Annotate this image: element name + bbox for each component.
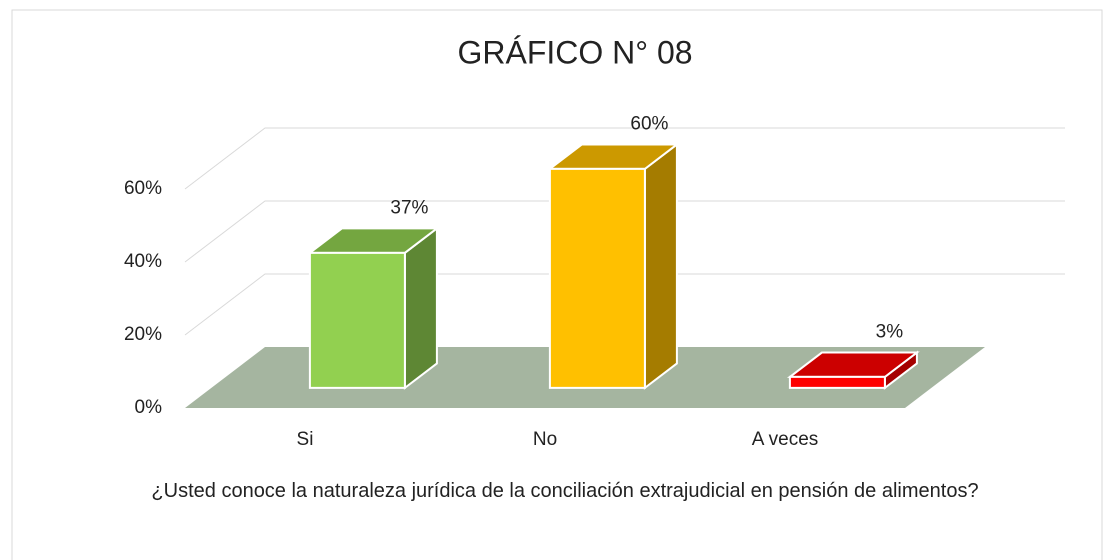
bar-front [308,251,406,389]
bar [786,350,920,390]
grid-line [184,273,1065,336]
chart-title: GRÁFICO N° 08 [457,34,692,70]
data-label: 3% [876,322,904,343]
x-tick-label: Si [297,429,314,450]
x-tick-label: A veces [752,429,819,450]
y-tick-label: 20% [124,324,162,345]
data-label: 60% [630,113,668,134]
bar-front [788,375,886,389]
bar-front [548,167,646,389]
y-tick-label: 40% [124,251,162,272]
chart-border [11,9,1103,560]
x-tick-label: No [533,429,557,450]
y-tick-label: 0% [135,397,163,418]
bar [306,226,440,390]
grid-line [184,200,1065,263]
x-axis-title: ¿Usted conoce la naturaleza jurídica de … [151,480,979,502]
y-tick-label: 60% [124,178,162,199]
bar [546,142,680,390]
bar-side [403,226,438,390]
bar-side [643,142,678,390]
grid-line [184,127,1065,190]
data-label: 37% [390,197,428,218]
